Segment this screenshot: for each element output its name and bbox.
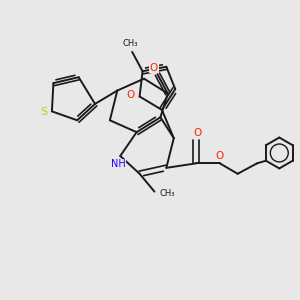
Text: NH: NH <box>110 159 125 169</box>
Text: O: O <box>194 128 202 138</box>
Text: S: S <box>40 107 47 117</box>
Text: O: O <box>216 151 224 161</box>
Text: O: O <box>150 63 158 73</box>
Text: O: O <box>127 90 135 100</box>
Text: CH₃: CH₃ <box>159 190 175 199</box>
Text: CH₃: CH₃ <box>123 39 138 48</box>
